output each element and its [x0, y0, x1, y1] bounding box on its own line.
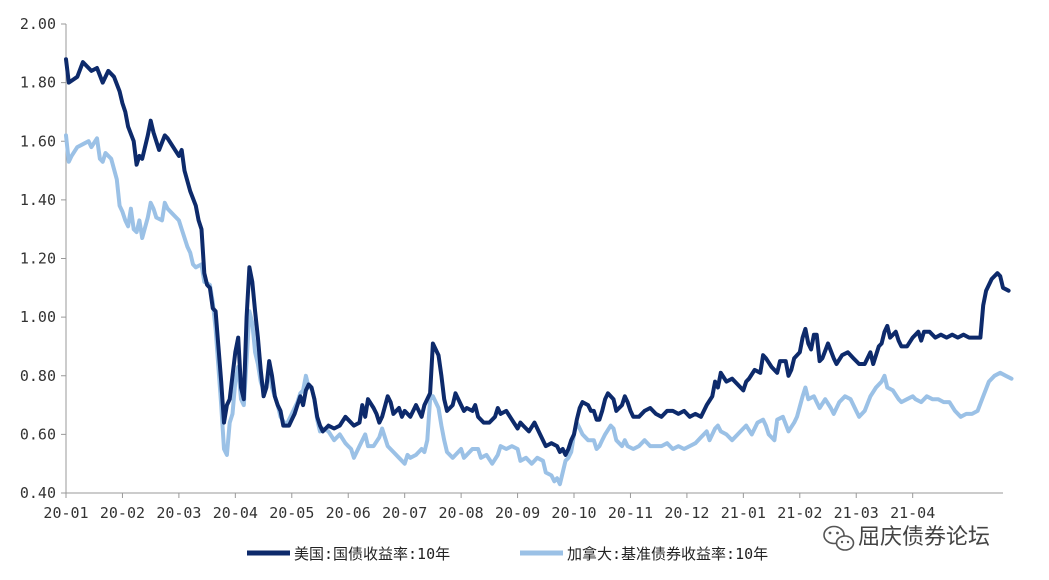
x-tick-label: 20-03: [156, 504, 201, 522]
watermark-text: 屈庆债券论坛: [858, 525, 990, 550]
y-tick-label: 1.60: [20, 132, 56, 150]
x-tick-label: 21-04: [890, 504, 935, 522]
x-tick-label: 20-06: [326, 504, 371, 522]
x-tick-label: 20-05: [269, 504, 314, 522]
legend: 美国:国债收益率:10年 加拿大:基准债券收益率:10年: [247, 545, 768, 563]
legend-label-canada: 加拿大:基准债券收益率:10年: [567, 545, 768, 563]
y-axis-ticks: 0.40 0.60 0.80 1.00 1.20 1.40 1.60 1.80 2.00: [20, 15, 66, 502]
y-tick-label: 1.40: [20, 191, 56, 209]
x-tick-label: 20-07: [382, 504, 427, 522]
x-tick-label: 20-09: [495, 504, 540, 522]
y-tick-label: 1.80: [20, 74, 56, 92]
x-tick-label: 21-03: [834, 504, 879, 522]
series-lines: [64, 57, 1014, 487]
x-tick-label: 20-11: [608, 504, 653, 522]
x-tick-label: 20-04: [213, 504, 258, 522]
y-tick-label: 1.00: [20, 308, 56, 326]
x-tick-label: 20-02: [100, 504, 145, 522]
y-tick-label: 0.60: [20, 425, 56, 443]
x-axis-ticks: 20-01 20-02 20-03 20-04 20-05 20-06 20-07 20-08…: [43, 493, 935, 522]
watermark: 屈庆债券论坛: [823, 525, 990, 551]
series-line-us: [64, 57, 1011, 457]
x-tick-label: 21-01: [721, 504, 766, 522]
x-tick-label: 20-08: [439, 504, 484, 522]
y-tick-label: 0.80: [20, 367, 56, 385]
legend-label-us: 美国:国债收益率:10年: [294, 545, 450, 563]
x-tick-label: 20-10: [551, 504, 596, 522]
y-tick-label: 1.20: [20, 250, 56, 268]
y-tick-label: 2.00: [20, 15, 56, 33]
wechat-icon: [823, 525, 855, 551]
x-tick-label: 20-01: [43, 504, 88, 522]
y-tick-label: 0.40: [20, 484, 56, 502]
x-tick-label: 20-12: [664, 504, 709, 522]
x-tick-label: 21-02: [777, 504, 822, 522]
